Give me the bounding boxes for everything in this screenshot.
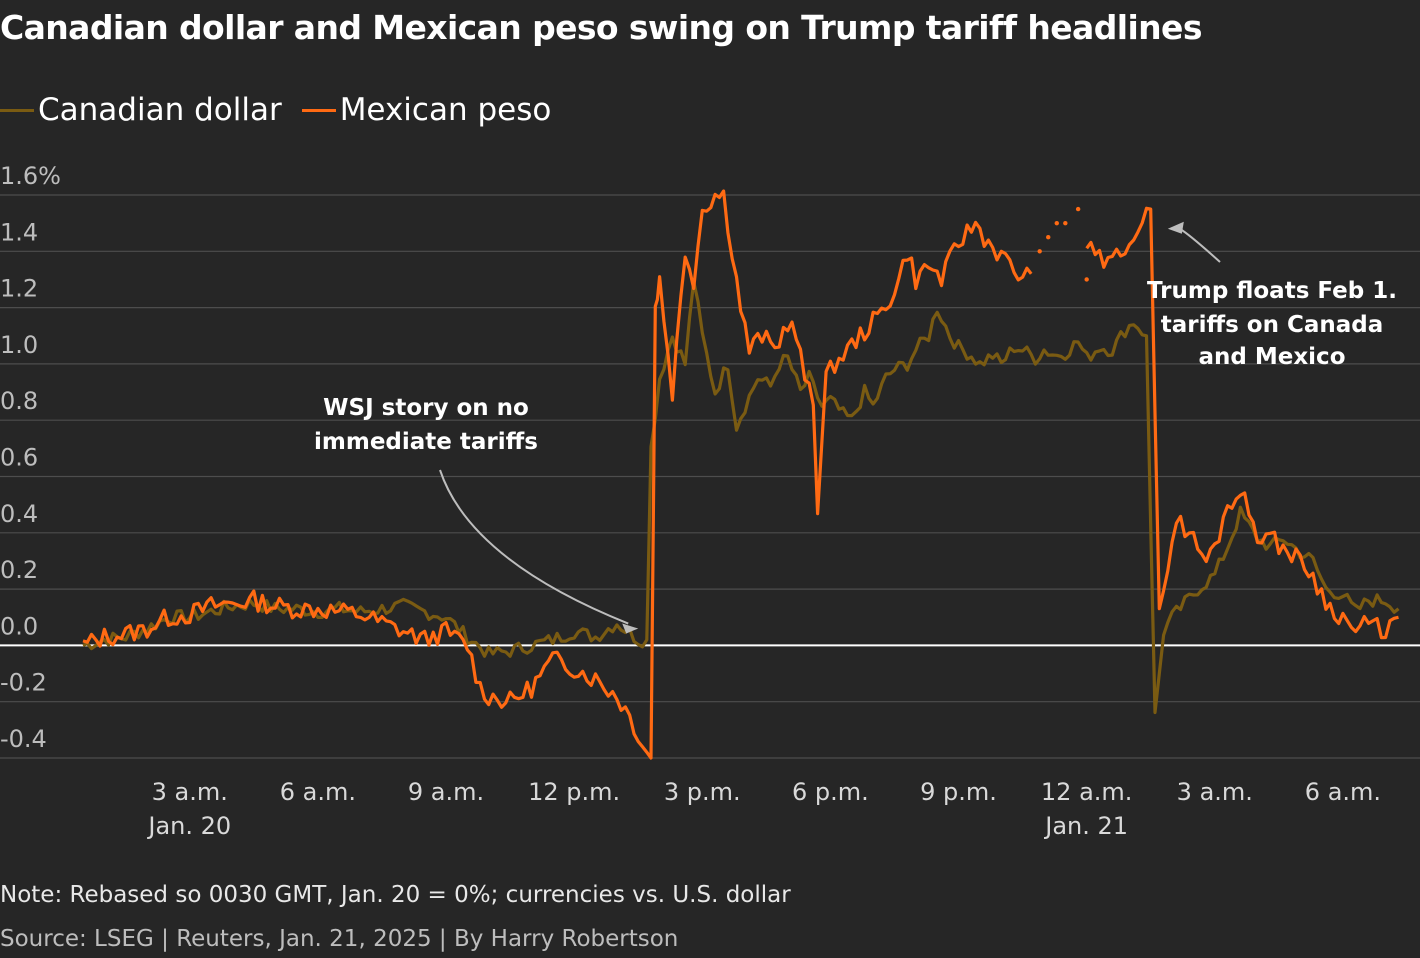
annotation-wsj-arrow <box>439 469 629 625</box>
x-tick-label: 6 a.m. <box>280 778 356 806</box>
annotation-wsj-arrowhead <box>622 623 639 634</box>
x-tick-label: 3 p.m. <box>664 778 741 806</box>
y-tick-label: 0.8 <box>0 387 38 415</box>
legend-item-canadian-dollar: Canadian dollar <box>0 92 282 128</box>
legend-item-mexican-peso: Mexican peso <box>301 92 552 128</box>
mexican-peso-sparse-point <box>1046 235 1051 240</box>
legend-label-canadian-dollar: Canadian dollar <box>38 92 282 128</box>
mexican-peso-sparse-point <box>1037 249 1042 254</box>
footnote: Note: Rebased so 0030 GMT, Jan. 20 = 0%;… <box>0 882 791 908</box>
annotation-trump-arrow <box>1179 227 1221 263</box>
annotation-trump-line: tariffs on Canada <box>1161 312 1384 338</box>
y-tick-label: 1.6% <box>0 162 61 190</box>
mexican-peso-sparse-point <box>1054 220 1059 226</box>
legend-swatch-canadian-dollar <box>0 108 34 112</box>
mexican-peso-sparse-point <box>1063 220 1068 226</box>
x-tick-date-label: Jan. 21 <box>1043 812 1128 840</box>
y-tick-label: 1.2 <box>0 275 38 303</box>
x-tick-label: 6 p.m. <box>792 778 869 806</box>
y-tick-label: 1.0 <box>0 331 38 359</box>
x-tick-label: 3 a.m. <box>152 778 228 806</box>
series-line-mexican-peso-after-gap <box>1085 206 1399 640</box>
legend-swatch-mexican-peso <box>301 108 336 112</box>
mexican-peso-sparse-point <box>1075 206 1081 212</box>
annotation-wsj-line: immediate tariffs <box>314 429 538 455</box>
annotation-wsj-line: WSJ story on no <box>323 395 529 421</box>
chart-title: Canadian dollar and Mexican peso swing o… <box>0 8 1202 47</box>
legend-label-mexican-peso: Mexican peso <box>339 92 552 128</box>
x-tick-label: 9 p.m. <box>920 778 997 806</box>
y-tick-label: 0.4 <box>0 500 38 528</box>
x-tick-label: 12 a.m. <box>1041 778 1133 806</box>
annotation-trump-line: and Mexico <box>1198 344 1345 370</box>
x-tick-label: 12 p.m. <box>528 778 620 806</box>
series-line-mexican-peso <box>82 189 1033 760</box>
mexican-peso-sparse-point <box>1084 277 1089 282</box>
x-tick-date-label: Jan. 20 <box>146 812 231 840</box>
y-tick-label: 0.6 <box>0 444 38 472</box>
y-tick-label: 1.4 <box>0 218 38 246</box>
x-tick-label: 9 a.m. <box>408 778 484 806</box>
legend: Canadian dollar Mexican peso <box>0 92 571 128</box>
y-tick-label: 0.0 <box>0 612 38 640</box>
y-tick-label: -0.4 <box>0 725 47 753</box>
annotation-trump-line: Trump floats Feb 1. <box>1147 278 1397 304</box>
y-tick-label: -0.2 <box>0 669 47 697</box>
annotation-trump-arrowhead <box>1167 221 1184 234</box>
x-tick-label: 6 a.m. <box>1305 778 1381 806</box>
source-line: Source: LSEG | Reuters, Jan. 21, 2025 | … <box>0 926 679 952</box>
y-tick-label: 0.2 <box>0 556 38 584</box>
x-tick-label: 3 a.m. <box>1177 778 1253 806</box>
